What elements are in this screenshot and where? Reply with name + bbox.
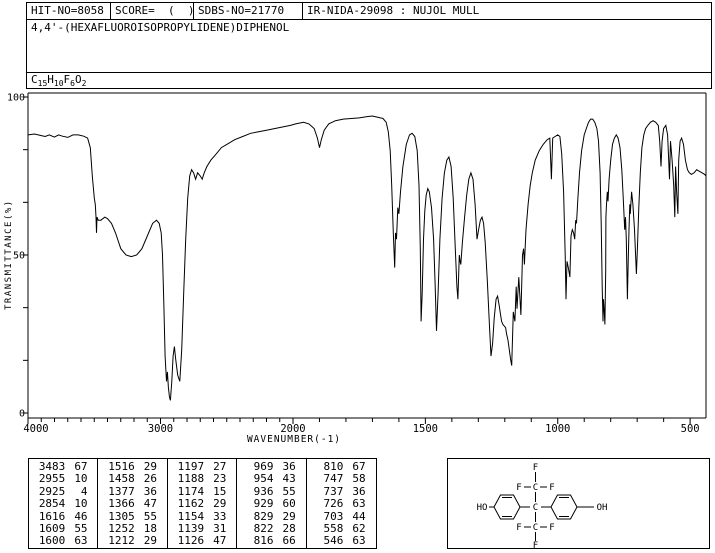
- peak-row: 1126 47: [177, 534, 227, 548]
- atom-label-c-upper: C: [533, 483, 538, 493]
- hit-no: HIT-NO=8058: [27, 3, 111, 19]
- y-axis-label: TRANSMITTANCE(%): [4, 199, 14, 310]
- score: SCORE= ( ): [111, 3, 194, 19]
- ir-record-id: IR-NIDA-29098 : NUJOL MULL: [307, 4, 480, 17]
- molecular-structure: HO OH C C C F F F F F F: [477, 463, 608, 548]
- y-tick-label: 100: [7, 93, 25, 104]
- peak-row: 703 44: [316, 509, 366, 523]
- atom-label-oh: OH: [597, 503, 608, 513]
- peak-table-column: 1516 29 1458 26 1377 36 1366 47 1305 55 1252 18 1212…: [98, 459, 168, 548]
- atom-label-ho: HO: [477, 503, 488, 513]
- atom-label-c-lower: C: [533, 523, 538, 533]
- y-tick-label: 50: [13, 251, 25, 262]
- sdbs-no: SDBS-NO=21770: [194, 3, 303, 19]
- atom-label-f: F: [516, 523, 521, 533]
- benzene-ring-right: [550, 494, 578, 520]
- peak-row: 1188 23: [177, 472, 227, 486]
- peak-row: 726 63: [316, 497, 366, 511]
- peak-row: 1252 18: [108, 522, 157, 536]
- x-tick-label: 3000: [148, 423, 173, 435]
- header: HIT-NO=8058 SCORE= ( ) SDBS-NO=21770 IR-…: [26, 2, 712, 89]
- x-tick-label: 1500: [413, 423, 438, 435]
- peak-row: 2854 10: [38, 497, 88, 511]
- benzene-ring-left: [493, 494, 521, 520]
- peak-row: 969 36: [246, 460, 296, 473]
- spectrum-curve: [27, 115, 707, 401]
- y-tick-label: 0: [19, 409, 25, 420]
- peak-row: 2925 4: [38, 484, 88, 498]
- x-tick-label: 4000: [23, 423, 48, 435]
- peak-row: 822 28: [246, 522, 296, 536]
- peak-table-column: 810 67 747 58 737 36 726 63 703 44 558 62 546 6…: [307, 459, 376, 548]
- peak-row: 747 58: [316, 472, 366, 486]
- peak-row: 936 55: [246, 484, 296, 498]
- peak-row: 1174 15: [177, 484, 227, 498]
- peak-row: 1305 55: [108, 509, 157, 523]
- peak-row: 1162 29: [177, 497, 227, 511]
- peak-row: 3483 67: [38, 460, 88, 473]
- atom-label-f: F: [516, 483, 521, 493]
- peak-row: 829 29: [246, 509, 296, 523]
- ir-spectrum-chart: TRANSMITTANCE(%) WAVENUMBER(-1) 4000 3000…: [4, 92, 707, 445]
- peak-row: 1609 55: [38, 522, 88, 536]
- peak-row: 1458 26: [108, 472, 157, 486]
- atom-label-f: F: [533, 463, 538, 473]
- peak-row: 1600 63: [38, 534, 88, 548]
- peak-row: 1139 31: [177, 522, 227, 536]
- peak-row: 558 62: [316, 522, 366, 536]
- x-tick-label: 1000: [545, 423, 570, 435]
- peak-table-column: 3483 67 2955 10 2925 4 2854 10 1616 46 1609 55 1600…: [29, 459, 99, 548]
- peak-table-column: 1197 27 1188 23 1174 15 1162 29 1154 33 1139 31 1126…: [168, 459, 238, 548]
- structure-box: HO OH C C C F F F F F F: [447, 458, 710, 549]
- peak-row: 929 60: [246, 497, 296, 511]
- peak-row: 2955 10: [38, 472, 88, 486]
- peak-table-column: 969 36 954 43 936 55 929 60 829 29 822 28 816 6…: [237, 459, 307, 548]
- peak-row: 1366 47: [108, 497, 157, 511]
- peak-row: 737 36: [316, 484, 366, 498]
- peak-row: 954 43: [246, 472, 296, 486]
- peak-row: 546 63: [316, 534, 366, 548]
- atom-label-f: F: [533, 541, 538, 548]
- peak-row: 1154 33: [177, 509, 227, 523]
- molecular-formula: C15H10F6O2: [31, 73, 87, 89]
- peak-row: 1212 29: [108, 534, 157, 548]
- x-tick-label: 2000: [280, 423, 305, 435]
- peak-row: 810 67: [316, 460, 366, 473]
- header-row: HIT-NO=8058 SCORE= ( ) SDBS-NO=21770 IR-…: [27, 3, 711, 20]
- atom-label-f: F: [549, 483, 554, 493]
- peak-row: 1516 29: [108, 460, 157, 473]
- peak-row: 1197 27: [177, 460, 227, 473]
- peak-row: 1377 36: [108, 484, 157, 498]
- peak-table: 3483 67 2955 10 2925 4 2854 10 1616 46 1609 55 1600…: [28, 458, 377, 549]
- x-tick-label: 500: [681, 423, 700, 435]
- atom-label-c-center: C: [533, 503, 538, 513]
- peak-row: 1616 46: [38, 509, 88, 523]
- peak-row: 816 66: [246, 534, 296, 548]
- compound-name: 4,4'-(HEXAFLUOROISOPROPYLIDENE)DIPHENOL: [27, 20, 711, 73]
- atom-label-f: F: [549, 523, 554, 533]
- x-axis-label: WAVENUMBER(-1): [247, 434, 341, 445]
